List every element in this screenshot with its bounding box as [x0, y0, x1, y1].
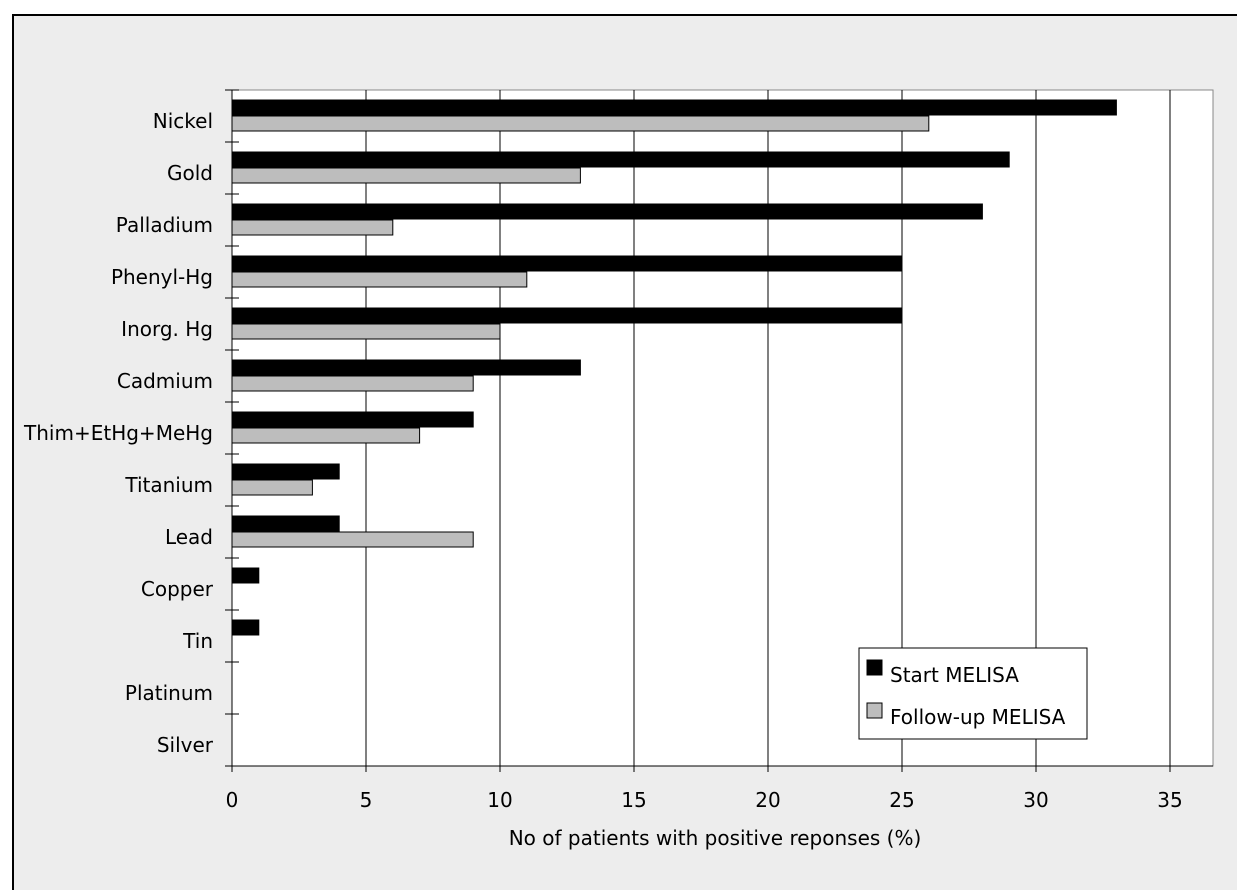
bar-start-8: [231, 515, 340, 532]
y-tick-label-2: Palladium: [116, 213, 213, 237]
legend-box: [858, 647, 1088, 740]
bar-start-3: [231, 255, 903, 272]
y-tick-label-1: Gold: [167, 161, 213, 185]
x-tick-label-3: 15: [621, 788, 646, 812]
x-tick-label-1: 5: [360, 788, 373, 812]
y-tick-label-4: Inorg. Hg: [121, 317, 213, 341]
legend-label-start: Start MELISA: [890, 663, 1019, 687]
y-tick-label-12: Silver: [157, 733, 214, 757]
bar-start-9: [231, 567, 260, 584]
x-tick-label-7: 35: [1157, 788, 1182, 812]
bar-followup-1: [231, 167, 581, 184]
y-tick-label-9: Copper: [141, 577, 214, 601]
bar-start-10: [231, 619, 260, 636]
legend-label-followup: Follow-up MELISA: [890, 705, 1066, 729]
bar-followup-3: [231, 271, 528, 288]
y-tick-label-7: Titanium: [124, 473, 213, 497]
bar-start-5: [231, 359, 581, 376]
y-tick-label-0: Nickel: [153, 109, 213, 133]
x-tick-label-2: 10: [487, 788, 512, 812]
y-tick-label-8: Lead: [165, 525, 213, 549]
bar-start-1: [231, 151, 1010, 168]
legend-swatch-start: [866, 659, 883, 676]
x-tick-label-0: 0: [226, 788, 239, 812]
bar-followup-7: [231, 479, 313, 496]
legend-swatch-followup: [866, 702, 883, 719]
x-tick-label-6: 30: [1023, 788, 1048, 812]
x-tick-labels: 0 5 10 15 20 25 30 35: [226, 788, 1183, 812]
bar-followup-0: [231, 115, 930, 132]
bar-start-6: [231, 411, 474, 428]
y-tick-labels: Nickel Gold Palladium Phenyl-Hg Inorg. Hg Cad…: [23, 109, 214, 757]
y-tick-label-6: Thim+EtHg+MeHg: [23, 421, 213, 445]
y-tick-label-5: Cadmium: [117, 369, 213, 393]
bar-followup-8: [231, 531, 474, 548]
legend: Start MELISA Follow-up MELISA: [858, 647, 1088, 740]
y-tick-label-3: Phenyl-Hg: [111, 265, 213, 289]
bar-followup-6: [231, 427, 421, 444]
bar-start-0: [231, 99, 1117, 116]
bar-start-4: [231, 307, 903, 324]
x-tick-label-5: 25: [889, 788, 914, 812]
bar-start-2: [231, 203, 983, 220]
bar-followup-5: [231, 375, 474, 392]
y-tick-label-11: Platinum: [125, 681, 213, 705]
x-axis-label: No of patients with positive reponses (%…: [509, 826, 922, 850]
bar-followup-2: [231, 219, 394, 236]
y-tick-label-10: Tin: [182, 629, 213, 653]
bar-followup-4: [231, 323, 501, 340]
axes: [225, 89, 1213, 772]
x-tick-label-4: 20: [755, 788, 780, 812]
bar-start-7: [231, 463, 340, 480]
